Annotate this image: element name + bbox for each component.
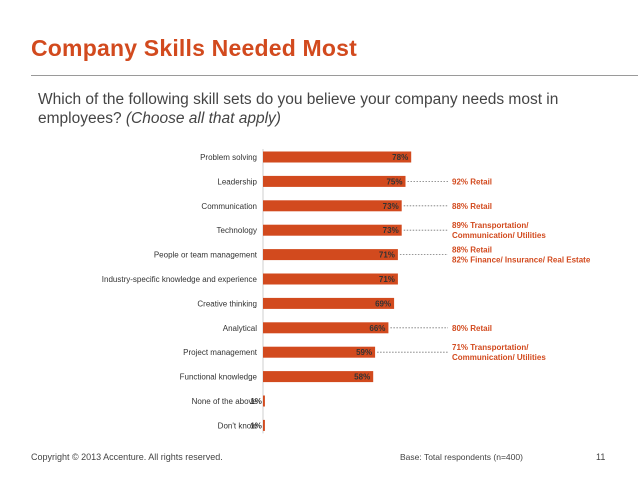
title-divider: [31, 75, 638, 76]
page-title: Company Skills Needed Most: [31, 35, 357, 61]
annotation-text: 82% Finance/ Insurance/ Real Estate: [452, 256, 591, 265]
value-label: 66%: [369, 324, 385, 333]
category-label: Functional knowledge: [180, 373, 258, 382]
value-label: 73%: [383, 226, 399, 235]
page-number: 11: [596, 452, 606, 462]
bar: [263, 200, 402, 212]
category-label: Problem solving: [200, 153, 257, 162]
bar: [263, 371, 374, 383]
bar: [263, 297, 395, 309]
value-label: 73%: [383, 202, 399, 211]
value-label: 71%: [379, 251, 395, 260]
category-label: Don't know: [218, 421, 258, 430]
annotation-text: 71% Transportation/: [452, 343, 529, 352]
annotation-text: 88% Retail: [452, 202, 492, 211]
annotation-text: Communication/ Utilities: [452, 353, 546, 362]
annotation-text: 92% Retail: [452, 177, 492, 186]
value-label: 59%: [356, 348, 372, 357]
category-label: Industry-specific knowledge and experien…: [102, 275, 258, 284]
bar: [263, 224, 402, 236]
value-label: 1%: [250, 397, 262, 406]
value-label: 78%: [392, 153, 408, 162]
bar: [263, 273, 398, 285]
question-text: Which of the following skill sets do you…: [38, 91, 559, 127]
value-label: 71%: [379, 275, 395, 284]
value-label: 58%: [354, 373, 370, 382]
category-label: Creative thinking: [197, 299, 257, 308]
bar: [263, 419, 265, 431]
bar: [263, 249, 398, 261]
value-label: 75%: [386, 177, 402, 186]
bar: [263, 322, 389, 334]
category-label: Leadership: [217, 177, 257, 186]
category-label: People or team management: [154, 251, 258, 260]
value-label: 1%: [250, 421, 262, 430]
category-label: Technology: [217, 226, 257, 235]
copyright-notice: Copyright © 2013 Accenture. All rights r…: [31, 452, 223, 462]
value-label: 69%: [375, 299, 391, 308]
base-note: Base: Total respondents (n=400): [400, 452, 523, 462]
bar: [263, 395, 265, 407]
category-label: None of the above: [192, 397, 258, 406]
category-label: Analytical: [223, 324, 257, 333]
annotation-text: 88% Retail: [452, 246, 492, 255]
annotation-text: 89% Transportation/: [452, 221, 529, 230]
bar: [263, 151, 412, 163]
category-label: Project management: [183, 348, 258, 357]
question-instruction: (Choose all that apply): [125, 110, 281, 127]
annotation-text: 80% Retail: [452, 324, 492, 333]
bar: [263, 175, 406, 187]
survey-question: Which of the following skill sets do you…: [38, 90, 598, 128]
annotation-text: Communication/ Utilities: [452, 231, 546, 240]
bar: [263, 346, 376, 358]
category-label: Communication: [201, 202, 257, 211]
